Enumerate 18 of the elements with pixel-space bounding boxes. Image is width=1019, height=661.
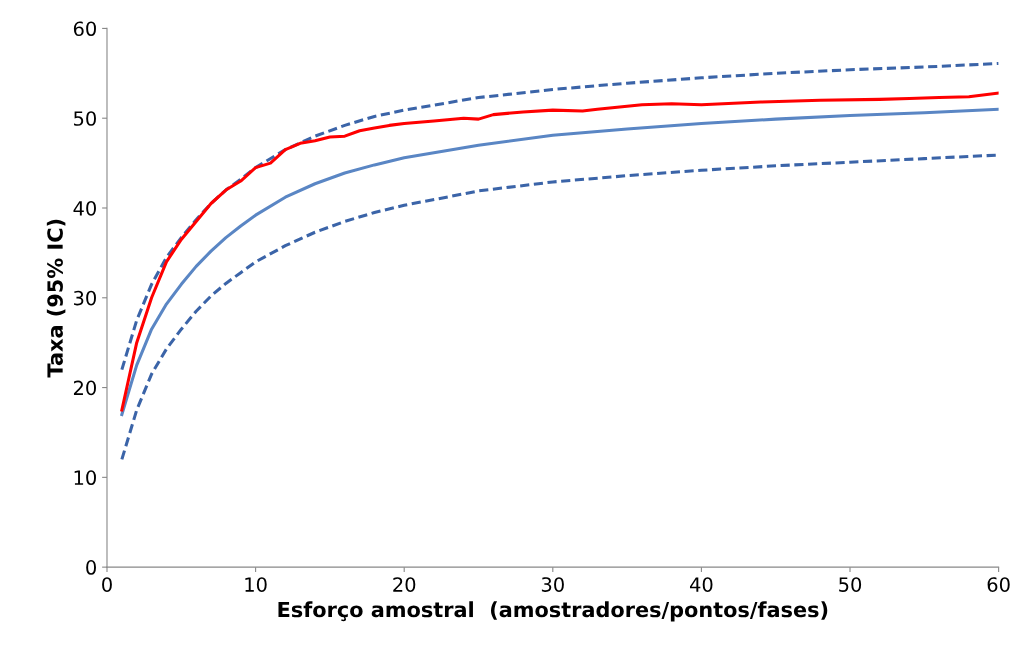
y-tick-label: 50 [74,111,96,126]
y-tick-label: 10 [74,470,96,486]
y-tick-label: 20 [73,380,96,396]
line-series [120,61,999,372]
x-tick-label: 0 [102,577,112,592]
y-tick-label: 60 [73,21,96,37]
y-axis-title: Taxa (95% IC) [46,219,66,378]
y-tick-label: 40 [73,200,96,216]
x-tick-label: 40 [689,577,713,592]
x-tick-label: 10 [245,577,267,592]
x-tick-label: 30 [541,577,564,592]
x-tick-label: 20 [393,577,416,592]
y-tick-label: 0 [86,560,96,575]
x-axis-title: Esforço amostral (amostradores/pontos/fases) [278,601,828,622]
x-tick-label: 50 [839,577,862,592]
line-series [120,153,999,461]
y-tick-label: 30 [74,290,96,306]
x-tick-label: 60 [987,577,1010,592]
